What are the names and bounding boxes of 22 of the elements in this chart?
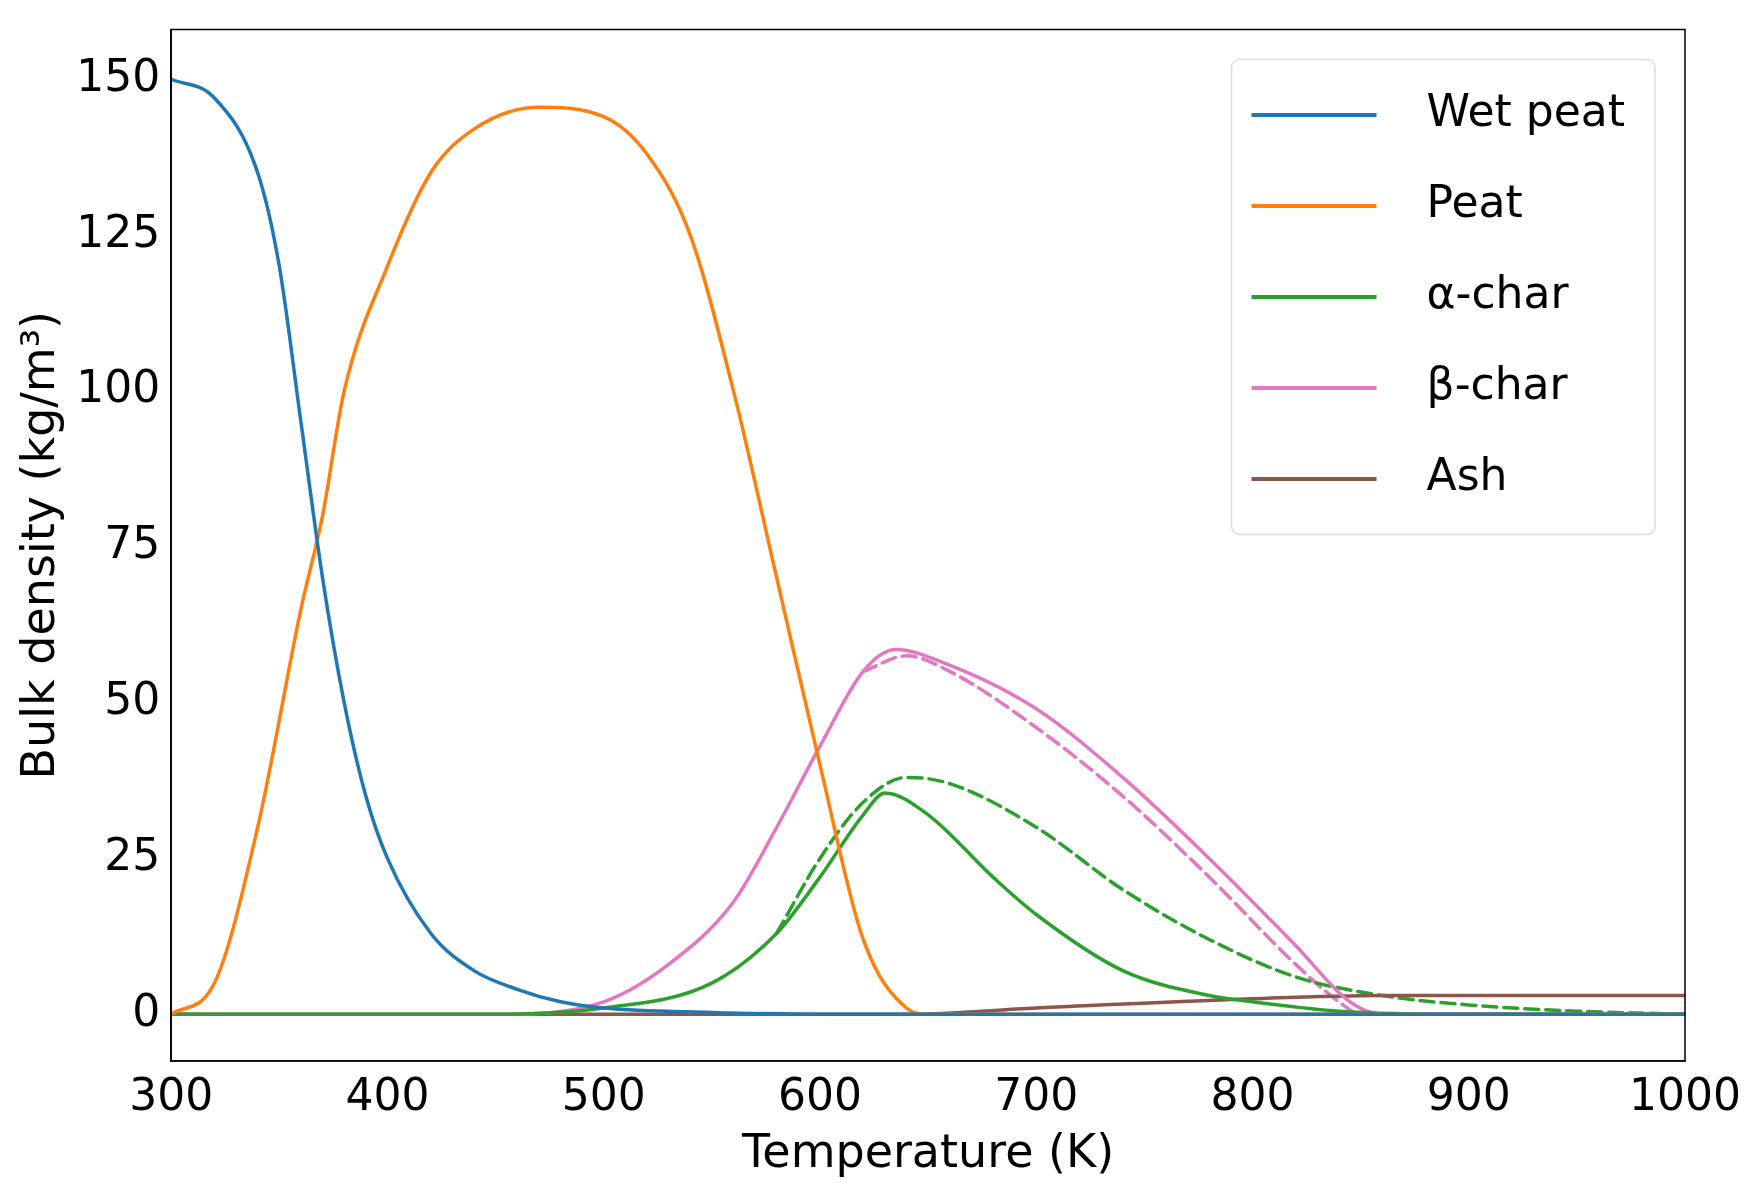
y-axis-title: Bulk density (kg/m³) xyxy=(10,310,65,780)
y-tick-label: 125 xyxy=(76,205,161,257)
y-tick-label: 50 xyxy=(104,673,161,725)
x-tick-label: 700 xyxy=(994,1068,1079,1120)
x-tick-label: 600 xyxy=(777,1068,862,1120)
x-tick-label: 800 xyxy=(1210,1068,1295,1120)
y-tick-label: 75 xyxy=(104,517,161,569)
x-tick-label: 300 xyxy=(129,1068,214,1120)
legend-label: Peat xyxy=(1426,176,1523,228)
y-tick-label: 100 xyxy=(76,361,161,413)
x-tick-label: 1000 xyxy=(1629,1068,1741,1120)
legend-label: Wet peat xyxy=(1426,85,1625,137)
legend-label: β-char xyxy=(1426,358,1569,410)
legend-label: Ash xyxy=(1426,449,1508,501)
legend-label: α-char xyxy=(1426,267,1570,319)
y-tick-label: 0 xyxy=(132,984,161,1036)
y-tick-label: 25 xyxy=(104,828,161,880)
x-tick-label: 900 xyxy=(1426,1068,1511,1120)
x-axis-title: Temperature (K) xyxy=(741,1124,1115,1179)
x-tick-label: 500 xyxy=(561,1068,646,1120)
y-tick-label: 150 xyxy=(76,49,161,101)
x-tick-label: 400 xyxy=(345,1068,430,1120)
